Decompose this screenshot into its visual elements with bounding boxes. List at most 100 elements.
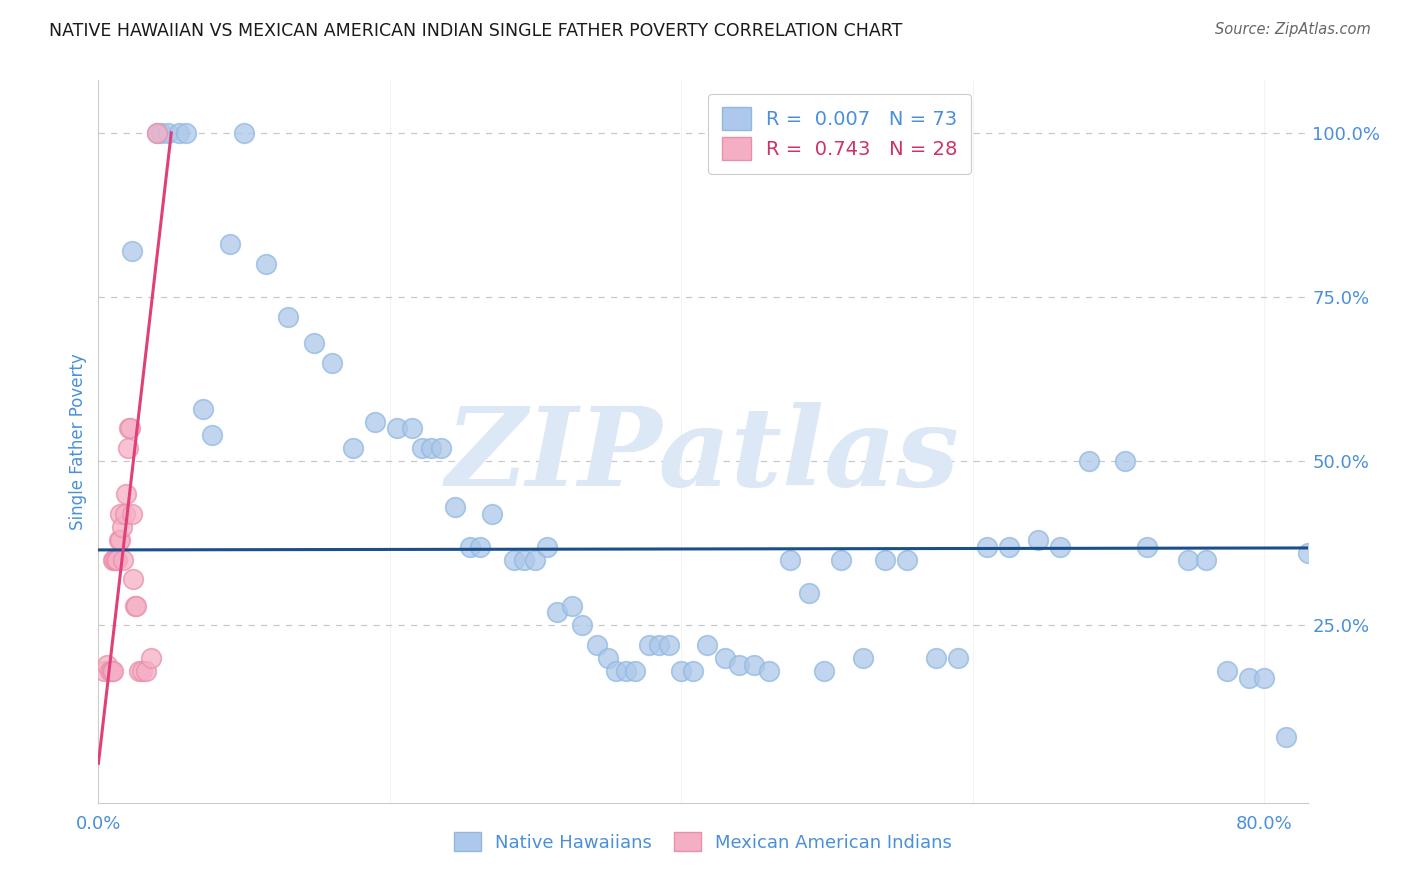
- Point: [145, 126, 167, 140]
- Point: [524, 553, 547, 567]
- Point: [139, 651, 162, 665]
- Point: [104, 553, 127, 567]
- Point: [112, 553, 135, 567]
- Point: [411, 441, 433, 455]
- Point: [998, 540, 1021, 554]
- Point: [167, 126, 190, 140]
- Point: [401, 421, 423, 435]
- Text: Source: ZipAtlas.com: Source: ZipAtlas.com: [1215, 22, 1371, 37]
- Point: [93, 665, 115, 679]
- Point: [714, 651, 737, 665]
- Point: [1216, 665, 1239, 679]
- Point: [614, 665, 637, 679]
- Point: [254, 257, 277, 271]
- Point: [429, 441, 451, 455]
- Point: [605, 665, 627, 679]
- Point: [150, 126, 173, 140]
- Point: [145, 126, 167, 140]
- Point: [135, 665, 157, 679]
- Point: [110, 507, 132, 521]
- Point: [546, 605, 568, 619]
- Point: [648, 638, 671, 652]
- Point: [110, 533, 132, 547]
- Point: [813, 665, 835, 679]
- Point: [121, 244, 143, 258]
- Legend: Native Hawaiians, Mexican American Indians: Native Hawaiians, Mexican American India…: [447, 824, 959, 859]
- Point: [364, 415, 387, 429]
- Point: [623, 665, 645, 679]
- Point: [598, 651, 620, 665]
- Point: [1114, 454, 1136, 468]
- Point: [481, 507, 503, 521]
- Point: [277, 310, 299, 324]
- Point: [536, 540, 558, 554]
- Point: [121, 507, 143, 521]
- Point: [100, 665, 122, 679]
- Point: [201, 428, 224, 442]
- Point: [174, 126, 197, 140]
- Point: [502, 553, 524, 567]
- Point: [96, 657, 118, 672]
- Point: [118, 421, 141, 435]
- Point: [669, 665, 692, 679]
- Point: [125, 599, 148, 613]
- Point: [946, 651, 969, 665]
- Point: [105, 553, 128, 567]
- Point: [1296, 546, 1319, 560]
- Point: [131, 665, 153, 679]
- Point: [875, 553, 897, 567]
- Point: [682, 665, 704, 679]
- Point: [830, 553, 852, 567]
- Point: [976, 540, 998, 554]
- Point: [896, 553, 918, 567]
- Point: [571, 618, 593, 632]
- Point: [742, 657, 765, 672]
- Point: [321, 356, 343, 370]
- Point: [1026, 533, 1049, 547]
- Point: [111, 520, 134, 534]
- Point: [101, 553, 124, 567]
- Point: [193, 401, 215, 416]
- Point: [233, 126, 256, 140]
- Point: [98, 665, 121, 679]
- Point: [852, 651, 875, 665]
- Point: [696, 638, 718, 652]
- Point: [124, 599, 146, 613]
- Point: [779, 553, 801, 567]
- Y-axis label: Single Father Poverty: Single Father Poverty: [69, 353, 87, 530]
- Point: [585, 638, 607, 652]
- Point: [468, 540, 491, 554]
- Point: [561, 599, 583, 613]
- Point: [638, 638, 661, 652]
- Point: [419, 441, 441, 455]
- Point: [157, 126, 180, 140]
- Text: NATIVE HAWAIIAN VS MEXICAN AMERICAN INDIAN SINGLE FATHER POVERTY CORRELATION CHA: NATIVE HAWAIIAN VS MEXICAN AMERICAN INDI…: [49, 22, 903, 40]
- Point: [122, 573, 145, 587]
- Point: [108, 533, 131, 547]
- Point: [128, 665, 150, 679]
- Point: [1177, 553, 1199, 567]
- Point: [728, 657, 751, 672]
- Point: [101, 665, 124, 679]
- Point: [1136, 540, 1159, 554]
- Point: [1239, 671, 1261, 685]
- Point: [117, 441, 139, 455]
- Point: [1194, 553, 1216, 567]
- Point: [1049, 540, 1071, 554]
- Point: [385, 421, 408, 435]
- Point: [302, 336, 325, 351]
- Point: [1078, 454, 1101, 468]
- Point: [925, 651, 948, 665]
- Point: [458, 540, 481, 554]
- Point: [114, 507, 136, 521]
- Point: [120, 421, 142, 435]
- Point: [1274, 730, 1296, 744]
- Point: [799, 585, 821, 599]
- Point: [342, 441, 364, 455]
- Point: [513, 553, 536, 567]
- Point: [444, 500, 467, 515]
- Point: [1253, 671, 1275, 685]
- Point: [103, 553, 125, 567]
- Point: [658, 638, 681, 652]
- Point: [218, 237, 240, 252]
